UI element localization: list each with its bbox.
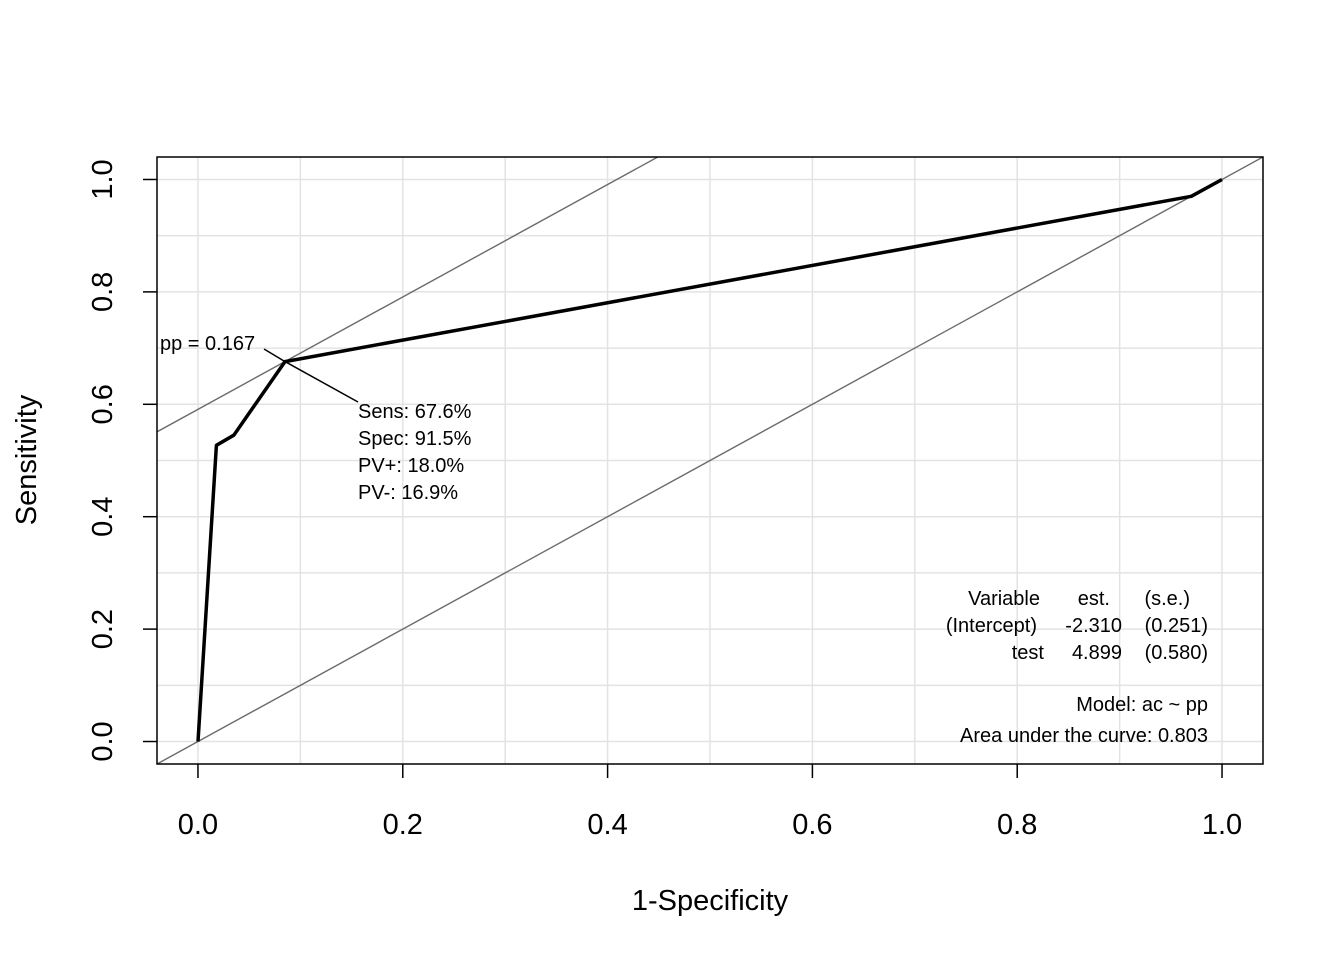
x-tick-label: 0.6: [792, 809, 832, 841]
x-tick-label: 0.0: [178, 809, 218, 841]
x-tick-label: 0.2: [383, 809, 423, 841]
y-tick-label: 0.0: [87, 721, 119, 761]
table-row-est: -2.310: [1065, 615, 1122, 637]
y-axis-title: Sensitivity: [11, 394, 43, 525]
table-row-se: (0.580): [1145, 642, 1208, 664]
table-header-est: est.: [1078, 588, 1110, 610]
y-tick-label: 0.4: [87, 497, 119, 537]
cutoff-label: pp = 0.167: [160, 333, 255, 355]
x-axis-title: 1-Specificity: [632, 885, 789, 917]
annotation-leader-right: [284, 360, 359, 403]
table-row-variable: test: [1012, 642, 1045, 664]
y-tick-label: 0.2: [87, 609, 119, 649]
table-row-est: 4.899: [1072, 642, 1122, 664]
x-tick-label: 0.4: [587, 809, 627, 841]
sens-label: Sens: 67.6%: [358, 401, 472, 423]
x-axis: 0.0 0.2 0.4 0.6 0.8 1.0: [178, 764, 1242, 841]
table-row-variable: (Intercept): [946, 615, 1037, 637]
plot-border: [156, 156, 1264, 765]
grid: [157, 157, 1263, 764]
x-tick-label: 0.8: [997, 809, 1037, 841]
diagonal-reference-line: [157, 157, 1263, 764]
annotation-leader-left: [263, 348, 286, 363]
x-tick-label: 1.0: [1202, 809, 1242, 841]
roc-curve-line: [196, 177, 1223, 742]
spec-label: Spec: 91.5%: [358, 428, 472, 450]
table-header-se: (s.e.): [1144, 588, 1190, 610]
y-tick-label: 0.8: [87, 272, 119, 312]
cutoff-annotation: pp = 0.167 Sens: 67.6% Spec: 91.5% PV+: …: [160, 333, 472, 504]
cutoff-tangent-line: [157, 157, 660, 433]
npv-label: PV-: 16.9%: [358, 482, 458, 504]
table-header-variable: Variable: [968, 588, 1040, 610]
y-tick-label: 1.0: [87, 159, 119, 199]
auc-label: Area under the curve: 0.803: [960, 725, 1208, 747]
model-formula: Model: ac ~ pp: [1076, 694, 1208, 716]
y-tick-label: 0.6: [87, 384, 119, 424]
model-table: Variable est. (s.e.) (Intercept) -2.310 …: [946, 588, 1208, 747]
reference-lines: [157, 157, 1263, 764]
ppv-label: PV+: 18.0%: [358, 455, 464, 477]
y-axis: 0.0 0.2 0.4 0.6 0.8 1.0: [87, 159, 157, 762]
table-row-se: (0.251): [1145, 615, 1208, 637]
